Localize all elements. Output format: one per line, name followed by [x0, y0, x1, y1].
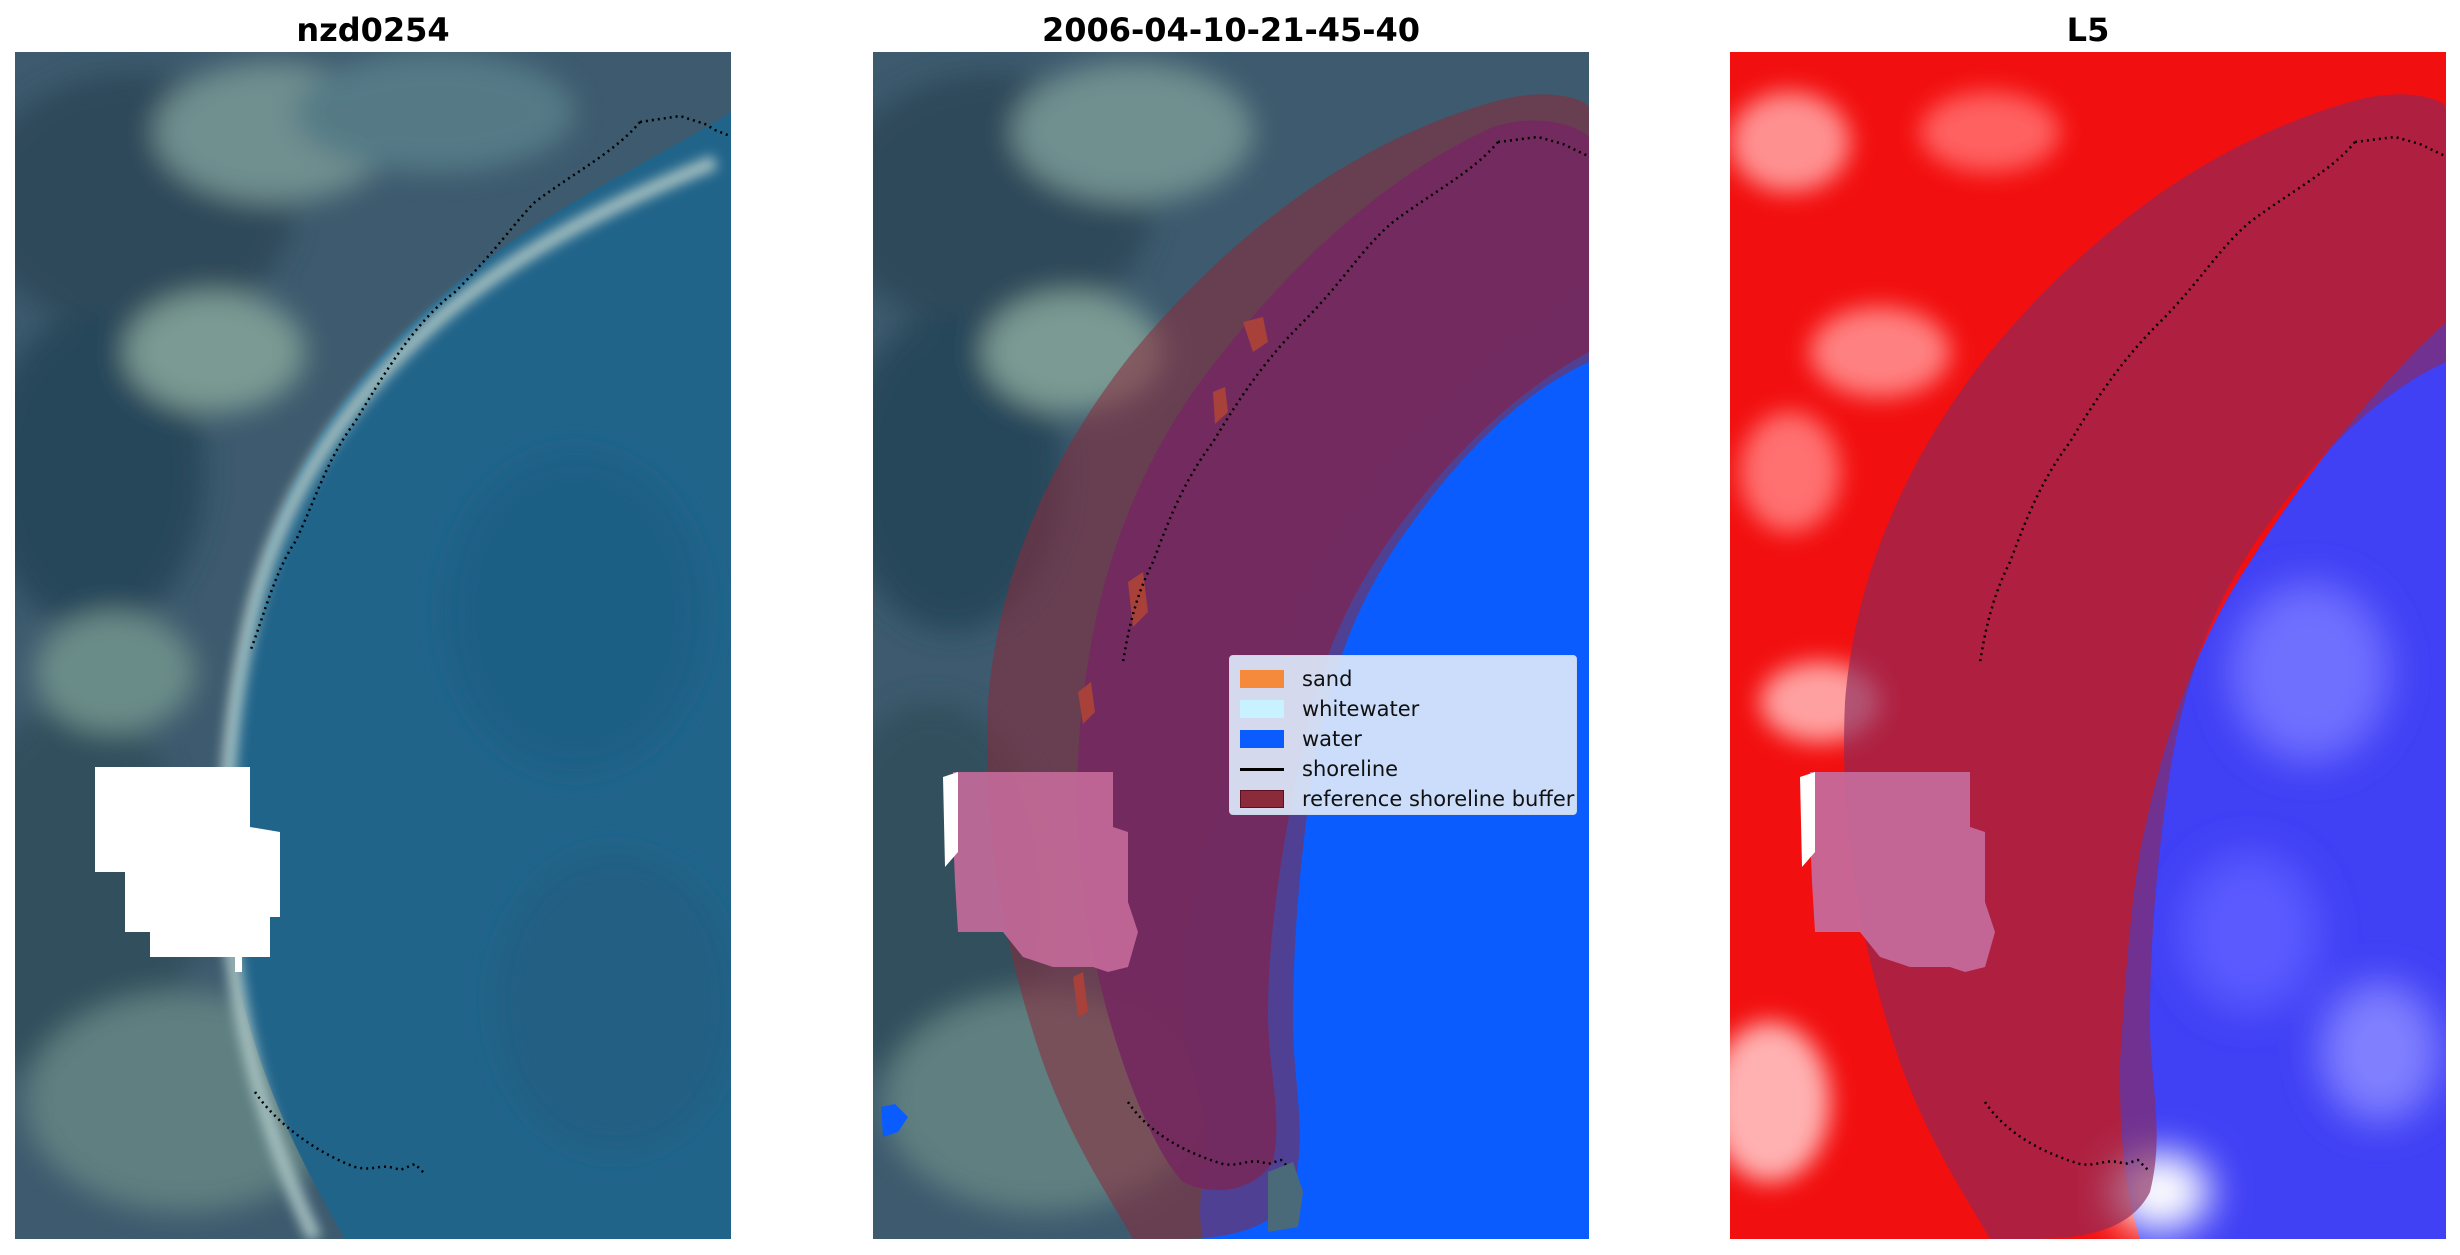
legend-label: shoreline	[1302, 757, 1399, 781]
legend-label: whitewater	[1302, 697, 1420, 721]
legend-swatch-buffer	[1240, 790, 1284, 808]
legend-swatch-whitewater	[1240, 700, 1284, 718]
legend-item-sand: sand	[1240, 664, 1566, 694]
legend-label: sand	[1302, 667, 1353, 691]
legend-swatch-shoreline	[1240, 767, 1284, 771]
legend: sand whitewater water shoreline referenc…	[1229, 655, 1577, 815]
index-image-panel	[1730, 52, 2446, 1239]
legend-swatch-sand	[1240, 670, 1284, 688]
index-image	[1730, 52, 2446, 1239]
legend-item-whitewater: whitewater	[1240, 694, 1566, 724]
legend-item-shoreline: shoreline	[1240, 754, 1566, 784]
legend-item-buffer: reference shoreline buffer	[1240, 784, 1574, 814]
legend-swatch-water	[1240, 730, 1284, 748]
panel-title-classified: 2006-04-10-21-45-40	[1041, 11, 1421, 49]
rgb-image	[15, 52, 731, 1239]
legend-label: reference shoreline buffer	[1302, 787, 1575, 811]
rgb-image-panel	[15, 52, 731, 1239]
classified-image	[873, 52, 1589, 1239]
classified-image-panel	[873, 52, 1589, 1239]
legend-item-water: water	[1240, 724, 1566, 754]
panel-title-index: L5	[2066, 11, 2110, 49]
legend-label: water	[1302, 727, 1362, 751]
panel-title-rgb: nzd0254	[296, 11, 450, 49]
